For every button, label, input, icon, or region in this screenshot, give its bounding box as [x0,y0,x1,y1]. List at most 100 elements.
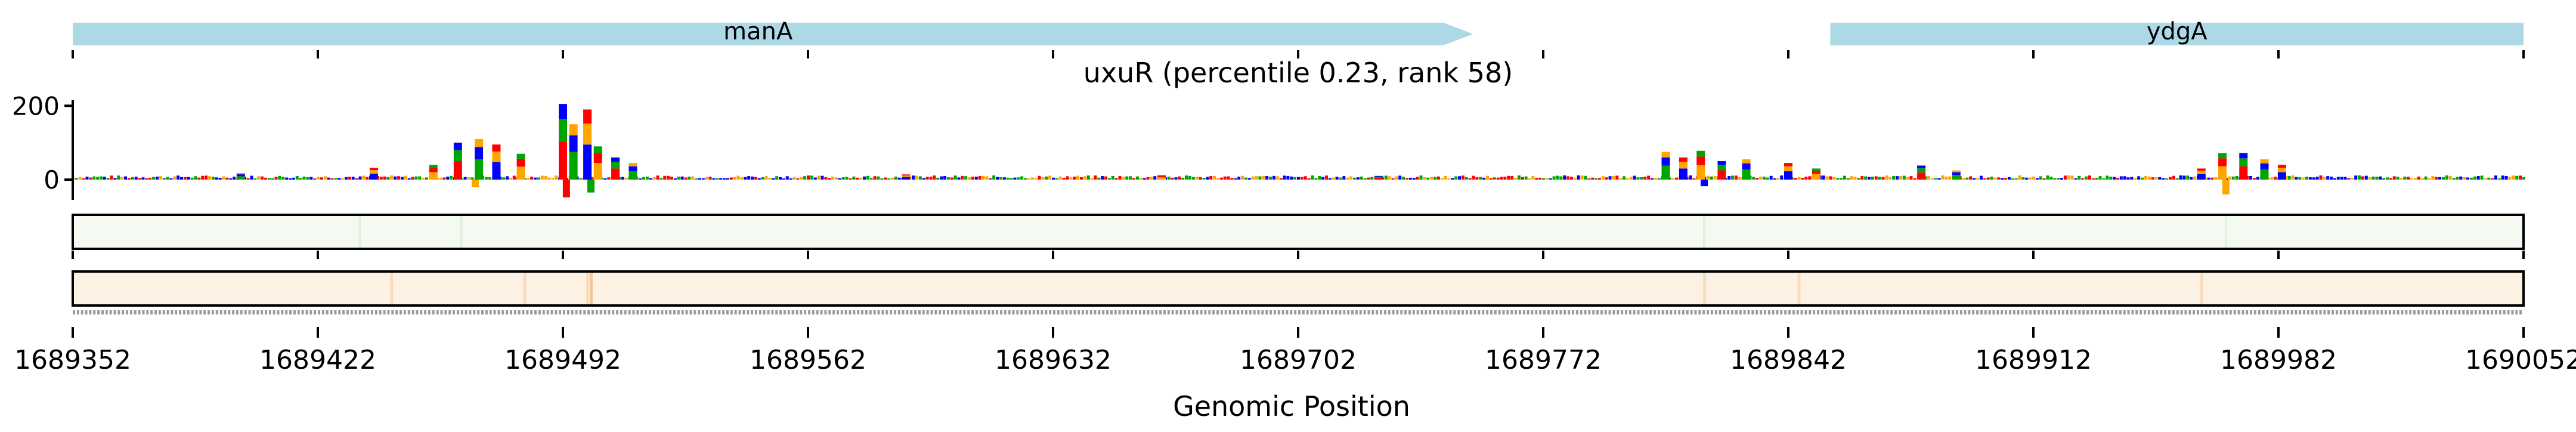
heat-track-2-mark-5 [1797,273,1801,304]
logo-noise-mark [2186,175,2190,180]
sequence-mark [2123,310,2126,314]
sequence-mark [1723,310,1726,314]
logo-noise-mark [2438,177,2442,180]
logo-noise-mark [2162,178,2165,180]
sequence-mark [1820,310,1823,314]
logo-noise-mark [2018,175,2021,180]
logo-peak-4 [475,138,484,147]
logo-peak-2 [429,172,438,180]
logo-noise-mark [2386,177,2389,180]
logo-noise-mark [1006,177,1010,180]
sequence-mark [599,310,602,314]
heat-track-2-mark-6 [2200,273,2203,304]
logo-peak-10 [593,146,602,153]
logo-noise-mark [1878,177,1881,180]
sequence-mark [1200,310,1203,314]
sequence-mark [1371,310,1374,314]
logo-noise-mark [922,178,925,180]
logo-peak-28 [2260,169,2269,180]
logo-noise-mark [996,177,999,180]
sequence-mark [232,310,235,314]
logo-noise-mark [1030,177,1034,180]
x-tick-label-0: 1689352 [14,345,131,375]
logo-noise-mark [1636,177,1640,180]
logo-noise-mark [2207,177,2210,180]
logo-noise-mark [1367,177,1370,180]
sequence-mark [1380,310,1382,314]
heat-track-1-mark-3 [2224,216,2227,248]
sequence-mark [240,310,243,314]
sequence-mark [1800,310,1803,314]
logo-noise-mark [383,176,386,180]
logo-noise-mark [1321,177,1325,180]
sequence-mark [1628,310,1631,314]
sequence-mark [1314,310,1317,314]
sequence-mark [2147,310,2150,314]
sequence-mark [1045,310,1048,314]
logo-noise-mark [1237,177,1241,180]
logo-noise-mark [2333,178,2336,180]
logo-noise-mark [1436,176,1440,180]
sequence-mark [122,310,125,314]
heat-track-2-mark-4 [1703,273,1707,304]
logo-noise-mark [2063,175,2067,180]
logo-noise-mark [929,177,933,180]
sequence-mark [1261,310,1264,314]
logo-noise-mark [422,177,425,180]
sequence-mark [783,310,786,314]
sequence-mark [1400,310,1403,314]
logo-peak-12 [628,171,637,180]
logo-noise-mark [1002,177,1006,180]
logo-noise-mark [246,178,250,180]
sequence-mark [1510,310,1513,314]
logo-peak-25 [2197,174,2206,180]
logo-noise-mark [792,177,796,180]
logo-noise-mark [103,177,106,180]
logo-noise-mark [723,178,726,180]
sequence-mark [1151,310,1154,314]
logo-peak-14 [1157,176,1166,178]
logo-noise-mark [117,175,120,180]
sequence-mark [2005,310,2008,314]
sequence-mark [1923,310,1926,314]
logo-peak-3 [453,150,462,162]
x-tick-label-9: 1689982 [2220,345,2337,375]
logo-noise-mark [1510,175,1514,180]
sequence-mark [1135,310,1137,314]
logo-noise-mark [527,178,530,180]
logo-noise-mark [2049,177,2053,180]
logo-noise-mark [1623,176,1626,180]
logo-noise-mark [148,177,152,180]
logo-noise-mark [940,176,943,180]
logo-noise-mark [439,177,442,180]
logo-noise-mark [2141,177,2144,180]
logo-noise-mark [2154,177,2158,180]
sequence-mark [513,310,516,314]
logo-noise-mark [1651,178,1654,180]
sequence-mark [191,310,194,314]
logo-noise-mark [817,175,821,180]
sequence-mark [1980,310,1983,314]
logo-noise-mark [338,178,341,180]
logo-peak-3 [453,143,462,150]
logo-noise-mark [141,177,145,180]
logo-noise-mark [1892,176,1896,180]
sequence-mark [301,310,304,314]
sequence-mark [1653,310,1656,314]
sequence-mark [208,310,210,314]
sequence-mark [1008,310,1011,314]
sequence-mark [946,310,949,314]
sequence-mark [1580,310,1583,314]
logo-noise-mark [1405,178,1409,180]
sequence-mark [2250,310,2253,314]
sequence-mark [2429,310,2432,314]
logo-noise-mark [1360,176,1363,180]
sequence-mark [1392,310,1395,314]
sequence-mark [1343,310,1346,314]
sequence-mark [722,310,725,314]
sequence-mark [1457,310,1460,314]
sequence-mark [1584,310,1587,314]
logo-noise-mark [124,176,128,180]
sequence-mark [2008,310,2011,314]
sequence-mark [669,310,672,314]
